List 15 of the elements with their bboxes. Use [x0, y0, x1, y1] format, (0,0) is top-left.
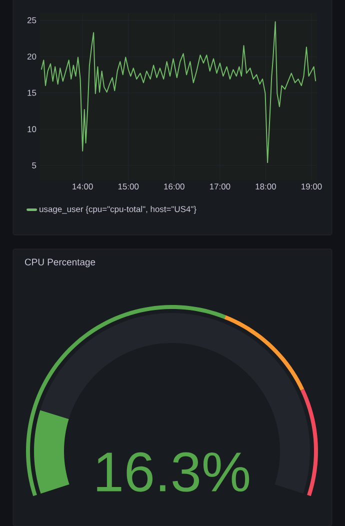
- x-tick-label: 17:00: [210, 184, 230, 190]
- text: 16.3%: [97, 452, 250, 492]
- x-tick-label: 16:00: [164, 184, 184, 190]
- x-tick-label: 14:00: [72, 184, 93, 190]
- y-tick-label: 25: [27, 17, 36, 24]
- y-tick-label: 5: [32, 162, 36, 168]
- y-tick-label: 20: [27, 54, 36, 60]
- legend-label: usage_user {cpu="cpu-total", host="US4"}: [40, 206, 196, 214]
- chart-title: CPU Percentage: [25, 258, 96, 268]
- x-tick-label: 19:00: [302, 184, 322, 190]
- x-tick-label: 18:00: [256, 184, 276, 190]
- x-tick-label: 15:00: [118, 184, 139, 190]
- y-tick-label: 15: [28, 90, 36, 96]
- y-tick-label: 10: [28, 126, 36, 132]
- line-series: [40, 21, 316, 164]
